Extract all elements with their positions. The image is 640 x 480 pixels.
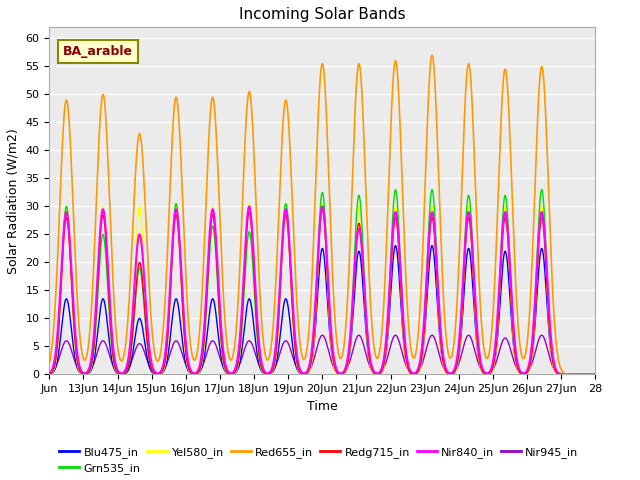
Nir840_in	[45, 371, 53, 376]
Line: Blu475_in: Blu475_in	[49, 246, 595, 374]
Red655_in	[45, 360, 53, 366]
Nir840_in	[245, 204, 253, 209]
Yel580_in	[145, 347, 152, 352]
Line: Redg715_in: Redg715_in	[49, 209, 595, 374]
Red655_in	[145, 272, 152, 278]
Blu475_in	[591, 372, 599, 377]
Nir945_in	[401, 359, 408, 364]
Blu475_in	[145, 361, 152, 367]
Nir840_in	[495, 299, 502, 304]
Redg715_in	[373, 371, 381, 377]
Nir945_in	[45, 371, 53, 377]
Red655_in	[591, 372, 599, 377]
Blu475_in	[373, 371, 381, 377]
Nir945_in	[591, 372, 599, 377]
Y-axis label: Solar Radiation (W/m2): Solar Radiation (W/m2)	[7, 128, 20, 274]
Grn535_in	[373, 371, 381, 377]
Red655_in	[254, 249, 262, 255]
Nir945_in	[145, 361, 152, 367]
Redg715_in	[45, 371, 53, 377]
Legend: Blu475_in, Grn535_in, Yel580_in, Red655_in, Redg715_in, Nir840_in, Nir945_in: Blu475_in, Grn535_in, Yel580_in, Red655_…	[55, 443, 583, 479]
Yel580_in	[495, 315, 502, 321]
Line: Yel580_in: Yel580_in	[49, 204, 595, 374]
Blu475_in	[392, 243, 399, 249]
Redg715_in	[319, 206, 326, 212]
Grn535_in	[45, 371, 53, 377]
Nir840_in	[591, 372, 599, 377]
Red655_in	[428, 52, 436, 58]
Redg715_in	[254, 338, 262, 344]
Nir840_in	[453, 357, 461, 362]
Grn535_in	[254, 342, 262, 348]
Yel580_in	[591, 372, 599, 377]
Red655_in	[495, 188, 502, 193]
Blu475_in	[45, 372, 53, 377]
Line: Nir945_in: Nir945_in	[49, 335, 595, 374]
Red655_in	[401, 241, 408, 247]
Redg715_in	[495, 312, 502, 317]
Red655_in	[453, 302, 461, 308]
Nir840_in	[254, 328, 262, 334]
Grn535_in	[591, 372, 599, 377]
Nir945_in	[373, 371, 381, 376]
Nir945_in	[254, 360, 262, 365]
Red655_in	[373, 355, 381, 361]
Nir840_in	[145, 337, 152, 343]
Nir945_in	[453, 365, 461, 371]
Yel580_in	[254, 345, 262, 350]
Line: Nir840_in: Nir840_in	[49, 206, 595, 374]
Grn535_in	[145, 351, 152, 357]
Grn535_in	[401, 338, 408, 344]
Blu475_in	[453, 364, 461, 370]
X-axis label: Time: Time	[307, 400, 338, 413]
Yel580_in	[401, 347, 408, 353]
Nir840_in	[373, 371, 381, 376]
Line: Grn535_in: Grn535_in	[49, 190, 595, 374]
Yel580_in	[245, 201, 253, 206]
Redg715_in	[591, 372, 599, 377]
Title: Incoming Solar Bands: Incoming Solar Bands	[239, 7, 406, 22]
Nir840_in	[401, 332, 408, 338]
Redg715_in	[401, 343, 408, 348]
Nir945_in	[392, 332, 399, 338]
Redg715_in	[145, 350, 152, 356]
Blu475_in	[495, 324, 502, 330]
Blu475_in	[401, 348, 408, 354]
Grn535_in	[453, 361, 461, 367]
Blu475_in	[254, 356, 262, 362]
Yel580_in	[45, 372, 53, 377]
Grn535_in	[495, 303, 502, 309]
Nir945_in	[495, 352, 502, 358]
Yel580_in	[453, 365, 461, 371]
Redg715_in	[453, 362, 461, 368]
Grn535_in	[392, 187, 399, 192]
Yel580_in	[373, 372, 381, 377]
Text: BA_arable: BA_arable	[63, 45, 133, 58]
Line: Red655_in: Red655_in	[49, 55, 595, 374]
